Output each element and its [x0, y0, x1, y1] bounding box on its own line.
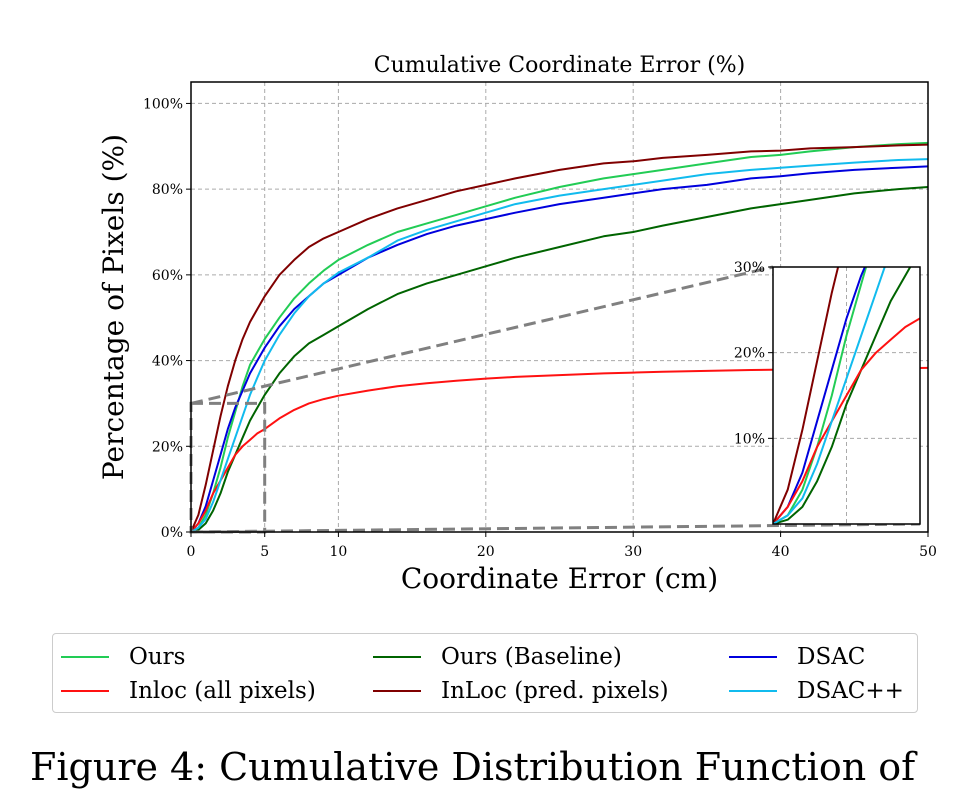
legend-label-ours-baseline: Ours (Baseline): [441, 644, 622, 670]
legend-label-dsacpp: DSAC++: [797, 678, 904, 704]
x-tick-label: 40: [772, 544, 790, 560]
inset-series-line-inloc-all-pixels: [773, 317, 920, 524]
inset-series-line-ours: [773, 267, 868, 524]
y-tick-label: 20%: [152, 439, 183, 455]
legend-swatch-ours-baseline: [373, 656, 421, 658]
x-tick-label: 10: [329, 544, 347, 560]
y-tick-label: 80%: [152, 182, 183, 198]
inset-y-tick-label: 20%: [734, 346, 765, 362]
main-axes-frame: [190, 81, 929, 533]
inset-series-line-dsac: [773, 267, 866, 524]
legend-item-dsac: DSAC: [729, 640, 865, 674]
legend-swatch-dsacpp: [729, 690, 777, 692]
y-tick-label: 0%: [161, 525, 183, 541]
x-tick-label: 50: [919, 544, 937, 560]
series-line-inloc-all-pixels: [191, 366, 928, 532]
x-tick-label: 20: [477, 544, 495, 560]
figure-caption: Figure 4: Cumulative Distribution Functi…: [30, 745, 916, 789]
y-tick-label: 60%: [152, 268, 183, 284]
y-axis-label: Percentage of Pixels (%): [97, 134, 130, 480]
inset-y-tick-label: 10%: [734, 431, 765, 447]
legend-item-ours: Ours: [61, 640, 185, 674]
series-line-ours-baseline: [191, 186, 928, 532]
main-plot-lines: [191, 141, 928, 532]
legend-swatch-inloc-pred: [373, 690, 421, 692]
legend-swatch-ours: [61, 656, 109, 658]
legend-item-inloc-pred: InLoc (pred. pixels): [373, 674, 669, 708]
series-line-dsac: [191, 158, 928, 532]
inset-series-line-ours-baseline: [773, 267, 912, 524]
legend-label-inloc-all: Inloc (all pixels): [129, 678, 316, 704]
inset-series-line-inloc-pred-pixels: [773, 267, 840, 524]
inset-ticks: 10% 20% 30%: [734, 260, 773, 447]
legend-item-dsacpp: DSAC++: [729, 674, 904, 708]
legend-item-ours-baseline: Ours (Baseline): [373, 640, 622, 674]
inset-frame: [772, 266, 921, 525]
x-tick-label: 5: [260, 544, 269, 560]
legend-label-ours: Ours: [129, 644, 186, 670]
zoom-connector-top: [190, 265, 774, 405]
legend: Ours Ours (Baseline) DSAC Inloc (all pix…: [52, 633, 918, 713]
inset-plot-lines: [773, 267, 920, 524]
legend-label-inloc-pred: InLoc (pred. pixels): [441, 678, 669, 704]
legend-item-inloc-all: Inloc (all pixels): [61, 674, 316, 708]
x-axis-label: Coordinate Error (cm): [401, 562, 718, 595]
inset-series-line-dsac: [773, 267, 886, 524]
legend-swatch-dsac: [729, 656, 777, 658]
legend-swatch-inloc-all: [61, 690, 109, 692]
inset-axes: 10% 20% 30%: [734, 260, 921, 525]
series-line-ours: [191, 141, 928, 532]
inset-y-tick-label: 30%: [734, 260, 765, 276]
y-tick-label: 100%: [143, 96, 183, 112]
y-tick-label: 40%: [152, 354, 183, 370]
legend-label-dsac: DSAC: [797, 644, 866, 670]
x-tick-label: 30: [624, 544, 642, 560]
zoom-connector-bottom: [190, 522, 921, 534]
series-line-inloc-pred-pixels: [191, 143, 928, 532]
main-ticks: 0 5 10 20 30 40 50 0% 20% 40% 60% 80% 100%: [143, 96, 937, 560]
chart-svg: 0 5 10 20 30 40 50 0% 20% 40% 60% 80% 100% 10% 20% 30%…: [97, 53, 937, 595]
x-tick-label: 0: [187, 544, 196, 560]
chart-title: Cumulative Coordinate Error (%): [374, 53, 746, 78]
